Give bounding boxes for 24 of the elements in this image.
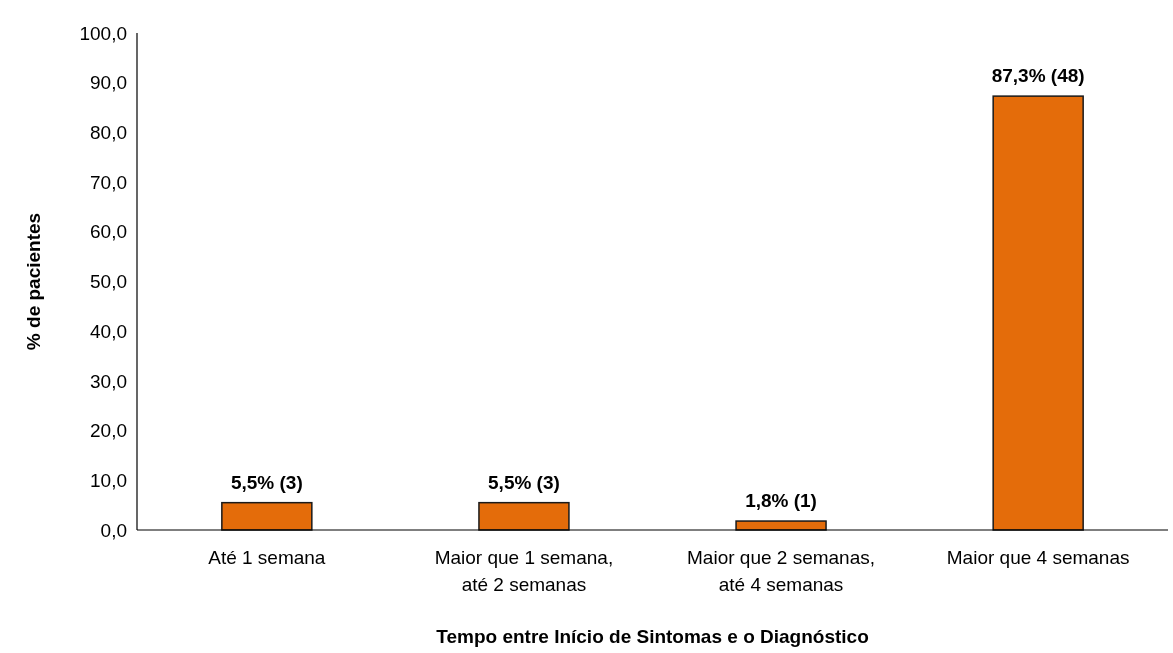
y-tick-label: 10,0: [90, 469, 127, 491]
y-tick-label: 40,0: [90, 320, 127, 342]
y-tick-label: 0,0: [100, 519, 127, 541]
y-tick-label: 20,0: [90, 420, 127, 442]
x-tick-label: Maior que 4 semanas: [946, 547, 1130, 568]
data-label: 5,5% (3): [230, 471, 303, 493]
y-tick-label: 30,0: [90, 370, 127, 392]
y-axis-title: % de pacientes: [23, 212, 44, 351]
x-tick-label: Maior que 2 semanas, até 4 semanas: [687, 547, 876, 595]
y-tick-label: 70,0: [90, 171, 127, 193]
y-tick-label: 60,0: [90, 221, 127, 243]
data-label: 5,5% (3): [488, 471, 560, 493]
y-tick-label: 100,0: [79, 22, 127, 44]
data-label: 87,3% (48): [991, 65, 1085, 87]
bar: [992, 95, 1084, 531]
data-label: 1,8% (1): [745, 490, 817, 512]
x-tick-label: Até 1 semana: [208, 547, 326, 568]
y-tick-label: 90,0: [90, 72, 127, 94]
bar: [221, 501, 313, 531]
y-tick-label: 80,0: [90, 122, 127, 144]
bar: [478, 501, 570, 531]
x-tick-label: Maior que 1 semana, até 2 semanas: [434, 547, 614, 595]
x-axis-title: Tempo entre Início de Sintomas e o Diagnóstico: [436, 626, 869, 647]
y-tick-label: 50,0: [90, 271, 127, 293]
